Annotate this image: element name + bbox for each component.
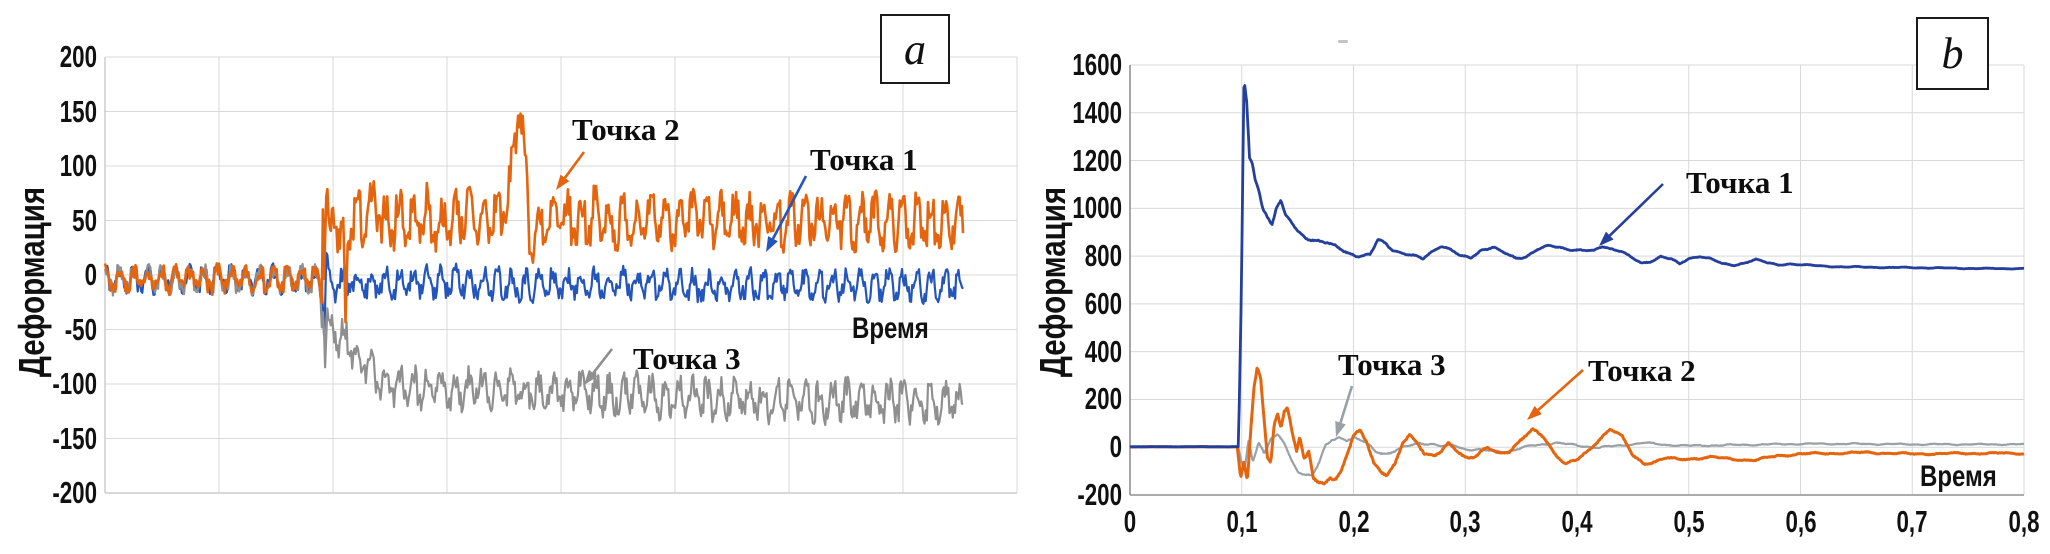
y-tick-label: 200 xyxy=(59,39,97,74)
panel-label-b: b xyxy=(1941,29,1964,78)
annotation-arrow xyxy=(766,175,808,252)
annotation-точка-1: Точка 1 xyxy=(810,142,918,177)
x-axis-word-b: Время xyxy=(1920,460,1997,493)
y-tick-label: -100 xyxy=(52,366,97,401)
series-line-точка-2 xyxy=(1129,366,2025,486)
x-axis-word-a: Время xyxy=(852,312,929,345)
x-tick-label: 0,4 xyxy=(1561,504,1593,539)
x-tick-label: 0,5 xyxy=(1673,504,1705,539)
y-tick-label: 0 xyxy=(1109,429,1122,465)
series-line-точка-3 xyxy=(1129,433,2025,477)
series-line-точка-2 xyxy=(103,112,965,324)
y-tick-label: 1400 xyxy=(1072,94,1122,130)
chart-canvas-b xyxy=(1129,64,2025,496)
annotation-arrow xyxy=(1335,385,1354,437)
x-tick-label: 0,3 xyxy=(1449,504,1481,539)
y-tick-label: 100 xyxy=(59,148,97,183)
annotation-точка-1: Точка 1 xyxy=(1686,165,1794,200)
annotation-точка-2: Точка 2 xyxy=(1588,353,1696,388)
annotation-точка-3: Точка 3 xyxy=(1338,347,1446,382)
y-tick-label: 50 xyxy=(72,202,97,238)
annotation-arrow xyxy=(556,151,586,190)
y-tick-label: 0 xyxy=(84,257,97,292)
panel-label-box-b: b xyxy=(1916,17,1989,90)
annotation-arrow xyxy=(584,348,614,385)
y-tick-label: 400 xyxy=(1084,333,1122,369)
x-tick-label: 0,1 xyxy=(1226,504,1258,539)
series-line-точка-1 xyxy=(1129,84,2025,449)
annotation-точка-3: Точка 3 xyxy=(633,341,741,376)
annotation-точка-2: Точка 2 xyxy=(572,112,680,147)
y-tick-label: 150 xyxy=(59,93,97,129)
y-tick-label: 200 xyxy=(1084,381,1122,417)
y-tick-label: -150 xyxy=(52,420,97,456)
x-tick-label: 0 xyxy=(1123,504,1137,539)
annotation-arrow xyxy=(1599,183,1664,246)
chart-canvas-a xyxy=(103,56,1018,494)
y-tick-label: 1000 xyxy=(1072,190,1122,226)
panel-label-a: a xyxy=(904,24,926,74)
x-tick-label: 0,7 xyxy=(1896,504,1928,539)
y-tick-label: -200 xyxy=(1077,477,1122,512)
y-tick-label: 1200 xyxy=(1072,142,1122,178)
x-tick-label: 0,8 xyxy=(2008,504,2040,539)
panel-label-box-a: a xyxy=(880,14,950,84)
x-tick-label: 0,2 xyxy=(1337,504,1370,539)
y-tick-label: 600 xyxy=(1084,285,1122,321)
annotation-arrow xyxy=(1527,369,1584,420)
y-tick-label: 800 xyxy=(1084,238,1122,274)
x-tick-label: 0,6 xyxy=(1784,504,1817,539)
y-tick-label: -200 xyxy=(52,475,97,510)
y-tick-label: 1600 xyxy=(1072,47,1122,82)
y-tick-label: -50 xyxy=(64,311,97,347)
stray-mark xyxy=(1338,40,1348,43)
